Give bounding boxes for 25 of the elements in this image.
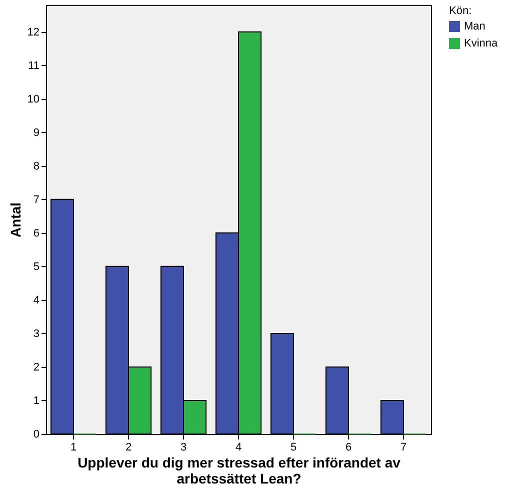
y-tick-label: 2: [33, 361, 40, 374]
y-axis-title: Antal: [7, 202, 24, 238]
y-tick-label: 4: [33, 294, 40, 306]
legend-label: Man: [464, 20, 486, 32]
y-tick-label: 0: [33, 428, 40, 440]
y-tick-label: 3: [33, 328, 40, 340]
y-tick-label: 9: [33, 126, 40, 139]
x-tick-label: 1: [70, 442, 77, 454]
x-tick-label: 4: [235, 442, 242, 454]
legend-title: Kön:: [449, 5, 472, 17]
y-tick-label: 1: [33, 394, 40, 407]
y-tick-label: 6: [33, 227, 40, 240]
legend-label: Kvinna: [464, 38, 499, 50]
x-tick-label: 3: [180, 442, 187, 454]
x-tick-label: 5: [290, 442, 297, 454]
x-tick-label: 6: [345, 442, 352, 454]
x-tick-label: 7: [400, 442, 407, 454]
x-axis-title: Upplever du dig mer stressad efter införandet av arbetssättet Lean?: [78, 454, 401, 486]
y-tick-label: 7: [33, 194, 40, 206]
x-tick-label: 2: [125, 442, 132, 454]
y-tick-label: 11: [28, 60, 40, 72]
y-tick-label: 12: [27, 26, 40, 38]
y-tick-label: 8: [33, 160, 40, 172]
y-tick-label: 5: [33, 260, 40, 273]
y-tick-label: 10: [27, 93, 40, 106]
